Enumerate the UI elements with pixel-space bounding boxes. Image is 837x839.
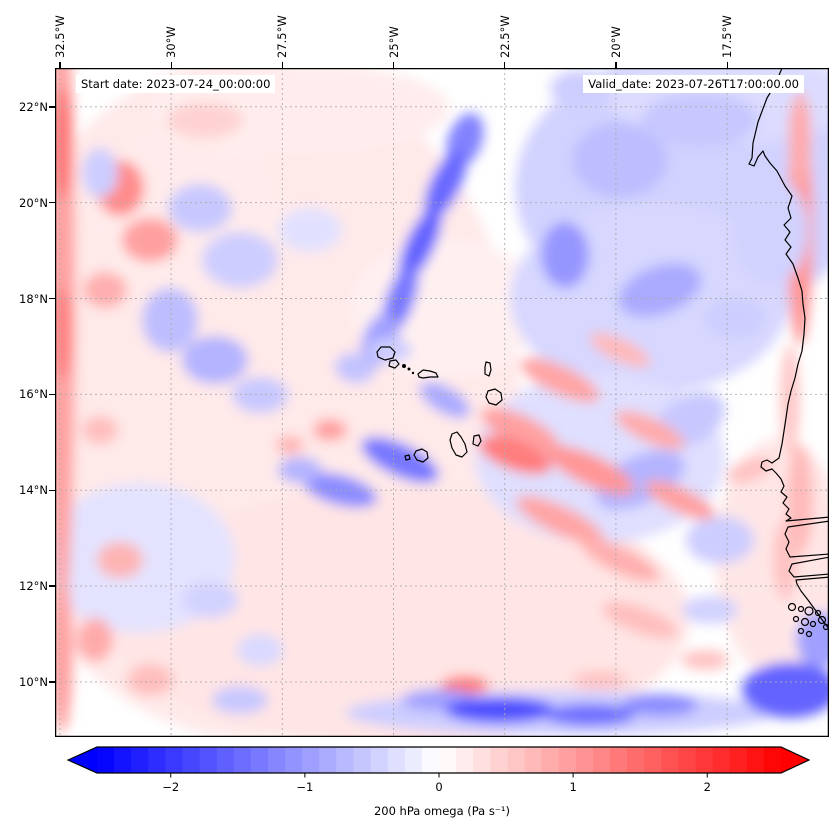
colorbar-arrow-left (68, 747, 97, 773)
y-tick-label: 10°N (19, 674, 48, 689)
island-sao-nicolau (417, 369, 439, 379)
y-tick-label: 20°N (19, 195, 48, 210)
x-tick (170, 62, 172, 68)
y-tick-label: 18°N (19, 291, 48, 306)
map-plot (55, 68, 829, 737)
y-tick-label: 12°N (19, 579, 48, 594)
y-tick-label: 14°N (19, 483, 48, 498)
bijagos-islet (804, 606, 814, 616)
islet-dot (411, 371, 415, 375)
y-tick (49, 489, 55, 491)
bijagos-islet (814, 609, 822, 617)
bijagos-islet (787, 602, 797, 612)
colorbar-tick-label: 0 (435, 780, 442, 794)
colorbar-outline (66, 746, 811, 774)
island-santo-antao (376, 346, 396, 361)
gridlines (55, 68, 829, 737)
x-tick (504, 62, 506, 68)
colorbar-tick-label: −2 (162, 780, 179, 794)
colorbar-tick-label: 2 (704, 780, 711, 794)
colorbar-gradient (97, 747, 782, 773)
island-fogo (413, 448, 429, 463)
bijagos-islet (792, 615, 800, 623)
islet-dot (407, 367, 411, 371)
y-tick (49, 106, 55, 108)
x-tick (726, 62, 728, 68)
islet-dot (402, 364, 406, 368)
x-tick (615, 62, 617, 68)
omega-field (55, 68, 829, 737)
bijagos-islet (809, 620, 817, 628)
x-tick (392, 62, 395, 68)
bijagos-islet (805, 630, 813, 638)
y-tick (49, 202, 55, 204)
colorbar-tick-label: 1 (569, 780, 576, 794)
island-maio (472, 434, 482, 447)
y-tick (49, 585, 55, 587)
bijagos-islet (797, 627, 805, 635)
y-tick-label: 16°N (19, 387, 48, 402)
plot-frame (55, 68, 829, 737)
island-santiago (449, 431, 468, 458)
island-boa-vista (485, 388, 503, 406)
africa-coastline (748, 68, 829, 630)
y-tick-label: 22°N (19, 99, 48, 114)
colorbar-tick-label: −1 (296, 780, 313, 794)
y-tick (49, 297, 55, 300)
x-tick (281, 62, 283, 68)
start-date-annotation: Start date: 2023-07-24_00:00:00 (76, 75, 276, 93)
bijagos-islet (797, 605, 805, 613)
x-tick (59, 62, 61, 68)
y-tick (49, 393, 55, 396)
bijagos-islet (800, 617, 810, 627)
valid-date-annotation: Valid_date: 2023-07-26T17:00:00.00 (583, 75, 804, 93)
bijagos-islet (817, 615, 827, 625)
coastline (376, 68, 829, 638)
island-sao-vicente (388, 359, 400, 369)
island-sal (484, 361, 492, 377)
y-tick (49, 681, 55, 683)
colorbar-label: 200 hPa omega (Pa s⁻¹) (373, 804, 511, 818)
colorbar-arrow-right (781, 747, 809, 773)
island-brava (404, 454, 411, 461)
colorbar: −2 −1 0 1 2 (66, 746, 811, 794)
